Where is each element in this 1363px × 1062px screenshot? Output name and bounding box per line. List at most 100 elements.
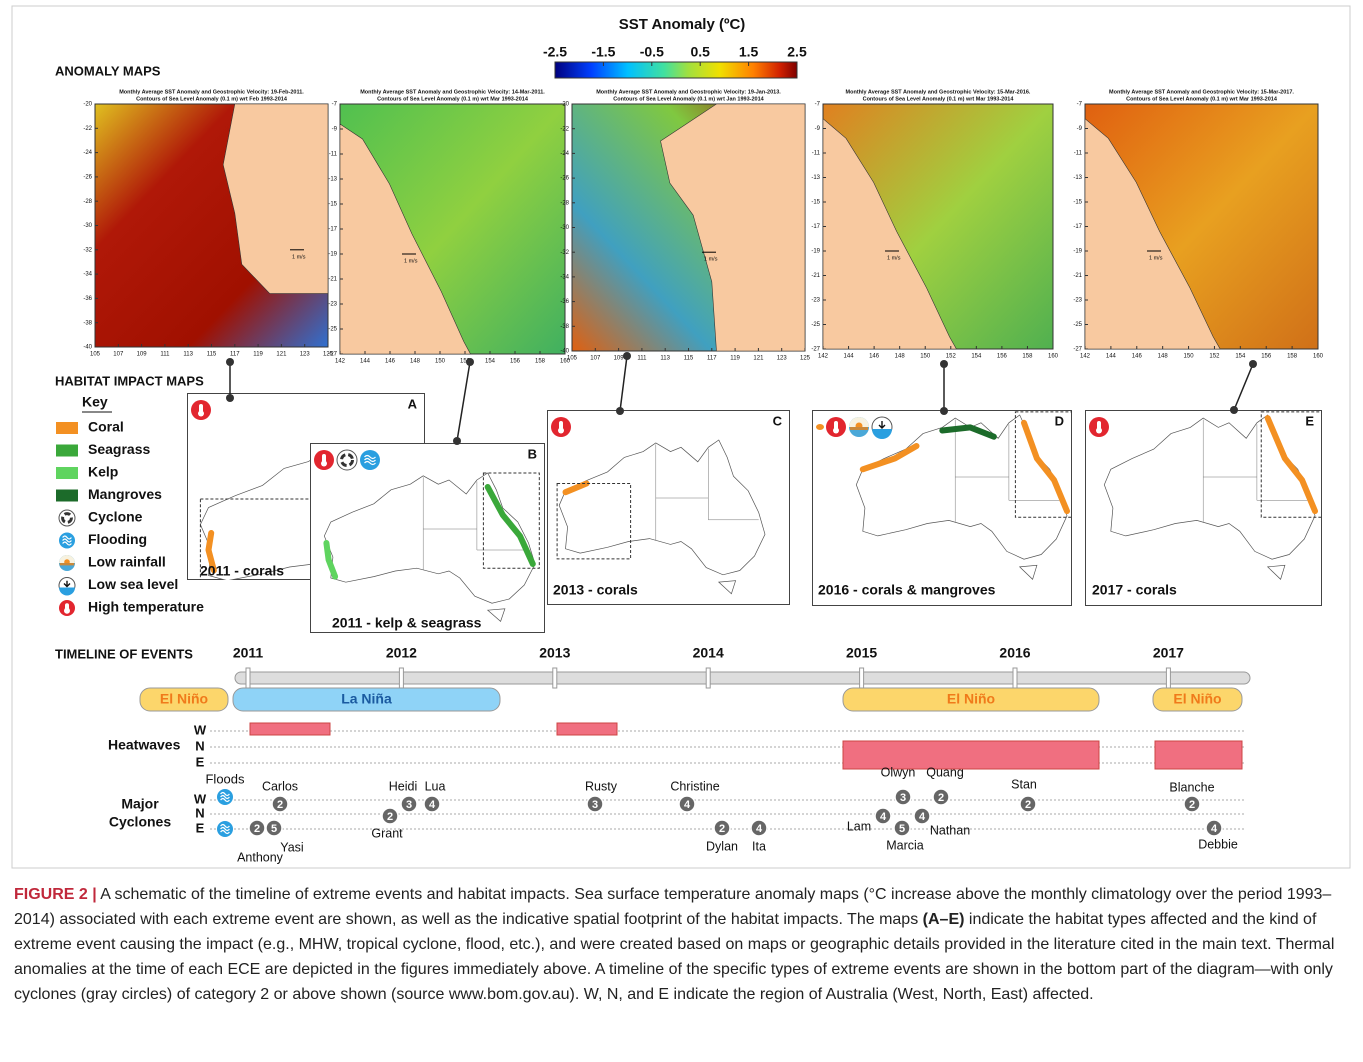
map-x-tick-label: 148 [1158, 354, 1169, 360]
cyclone-category: 3 [406, 799, 412, 811]
panel-caption: 2016 - corals & mangroves [818, 582, 996, 598]
cyclone-name: Yasi [280, 840, 303, 854]
cyclone-name: Grant [371, 826, 403, 840]
map-y-tick-label: -7 [332, 102, 338, 108]
map-x-tick-label: 105 [90, 352, 101, 358]
cyclone-category: 4 [684, 799, 691, 811]
panel-caption: 2011 - kelp & seagrass [332, 615, 482, 631]
cyclone-category: 2 [938, 792, 944, 804]
icon-flood [59, 533, 75, 549]
map-x-tick-label: 160 [1313, 354, 1324, 360]
map-x-tick-label: 115 [207, 352, 217, 358]
map-y-tick-label: -20 [560, 102, 569, 108]
icon-temp [59, 600, 75, 616]
cyclone-name: Christine [670, 779, 719, 793]
map-y-tick-label: -9 [815, 126, 821, 132]
year-label: 2017 [1153, 645, 1184, 661]
map-y-tick-label: -13 [1073, 175, 1082, 181]
enso-label: La Niña [341, 691, 392, 707]
map-x-tick-label: 158 [1022, 354, 1033, 360]
year-tick [553, 668, 557, 688]
connector-dot [616, 407, 624, 415]
map-x-tick-label: 146 [1132, 354, 1143, 360]
heatwaves-label: Heatwaves [108, 737, 181, 753]
heatwave [557, 723, 617, 735]
icon-cyclone [59, 510, 75, 526]
connector-dot [623, 352, 631, 360]
floods-label: Floods [205, 771, 245, 786]
map-y-tick-label: -25 [328, 327, 337, 333]
map-y-tick-label: -21 [328, 277, 337, 283]
map-x-tick-label: 154 [485, 359, 496, 365]
map-y-tick-label: -22 [83, 126, 92, 132]
connector-dot [453, 437, 461, 445]
map-y-tick-label: -19 [328, 252, 337, 258]
icon-temp [314, 450, 334, 470]
map-x-tick-label: 160 [1048, 354, 1059, 360]
year-tick [706, 668, 710, 688]
cyclone-name: Anthony [237, 850, 284, 864]
colorbar-tick-label: -0.5 [640, 44, 664, 60]
map-subtitle: Contours of Sea Level Anomaly (0.1 m) wr… [377, 96, 529, 102]
map-x-tick-label: 144 [1106, 354, 1117, 360]
cyclone-name: Ita [752, 839, 766, 853]
map-x-tick-label: 119 [253, 352, 263, 358]
icon-temp [191, 400, 211, 420]
icon-rain [59, 555, 75, 571]
cyclone-category: 4 [880, 811, 887, 823]
map-x-tick-label: 152 [946, 354, 957, 360]
section-title: TIMELINE OF EVENTS [55, 646, 193, 661]
velocity-scale: 1 m/s [404, 258, 418, 264]
map-x-tick-label: 117 [707, 356, 717, 362]
map-y-tick-label: -23 [1073, 298, 1082, 304]
map-x-tick-label: 115 [684, 356, 694, 362]
map-x-tick-label: 111 [160, 352, 170, 358]
icon-temp [551, 417, 571, 437]
cyclones-label: Major [121, 796, 159, 812]
map-y-tick-label: -11 [1074, 151, 1083, 157]
key-swatch [56, 467, 78, 479]
map-y-tick-label: -26 [83, 174, 92, 180]
connector-dot [226, 394, 234, 402]
map-subtitle: Contours of Sea Level Anomaly (0.1 m) wr… [613, 96, 764, 102]
cyclone-category: 4 [756, 823, 763, 835]
map-x-tick-label: 150 [435, 359, 446, 365]
map-x-tick-label: 146 [869, 354, 880, 360]
map-x-tick-label: 117 [230, 352, 240, 358]
colorbar-tick-label: 1.5 [739, 44, 759, 60]
map-y-tick-label: -32 [83, 247, 92, 253]
map-y-tick-label: -24 [83, 150, 92, 156]
colorbar-title: SST Anomaly (ºC) [619, 16, 746, 33]
colorbar [555, 62, 797, 78]
cyclone-name: Lam [847, 819, 871, 833]
map-x-tick-label: 125 [800, 356, 811, 362]
icon-cyclone [337, 450, 357, 470]
map-x-tick-label: 107 [590, 356, 601, 362]
map-y-tick-label: -9 [332, 127, 338, 133]
map-y-tick-label: -15 [811, 200, 820, 206]
map-y-tick-label: -7 [815, 102, 821, 108]
icon-flood [360, 450, 380, 470]
map-x-tick-label: 148 [410, 359, 421, 365]
map-x-tick-label: 152 [1209, 354, 1220, 360]
connector-dot [226, 358, 234, 366]
map-y-tick-label: -21 [1073, 273, 1082, 279]
region-label: W [194, 722, 207, 737]
map-x-tick-label: 148 [895, 354, 906, 360]
key-item: Kelp [88, 464, 118, 480]
map-x-tick-label: 156 [1261, 354, 1272, 360]
region-label: N [195, 805, 204, 820]
year-label: 2012 [386, 645, 417, 661]
map-title: Monthly Average SST Anomaly and Geostrop… [360, 89, 545, 95]
year-label: 2015 [846, 645, 877, 661]
map-x-tick-label: 146 [385, 359, 396, 365]
year-tick [1166, 668, 1170, 688]
map-subtitle: Contours of Sea Level Anomaly (0.1 m) wr… [863, 96, 1015, 102]
colorbar-tick-label: 2.5 [787, 44, 807, 60]
year-tick [399, 668, 403, 688]
map-y-tick-label: -9 [1077, 126, 1083, 132]
map-x-tick-label: 105 [567, 356, 578, 362]
year-label: 2013 [539, 645, 570, 661]
map-title: Monthly Average SST Anomaly and Geostrop… [119, 89, 304, 95]
